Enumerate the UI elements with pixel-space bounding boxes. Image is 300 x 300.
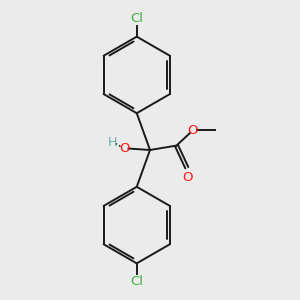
Text: H: H: [108, 136, 117, 148]
Text: O: O: [188, 124, 198, 137]
Text: O: O: [182, 171, 193, 184]
Text: O: O: [120, 142, 130, 155]
Text: Cl: Cl: [130, 274, 143, 287]
Text: Cl: Cl: [130, 12, 143, 26]
